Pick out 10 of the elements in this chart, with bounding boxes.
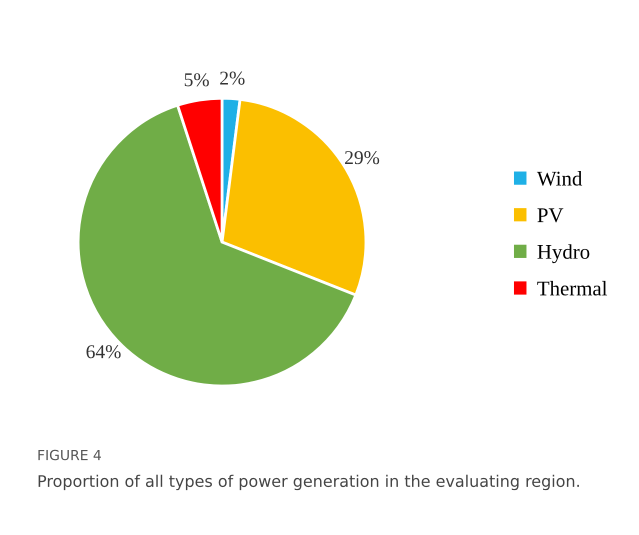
legend-label: Thermal [537, 280, 608, 296]
legend-label: PV [537, 208, 564, 222]
legend-label: Wind [536, 171, 582, 186]
data-label: 2% [220, 72, 245, 85]
data-label: 5% [184, 73, 209, 86]
data-label: 29% [345, 151, 380, 164]
data-label: 64% [86, 345, 121, 358]
legend-label: Hydro [537, 244, 590, 264]
text: Proportion of all types of power generation in the evaluating region. [38, 474, 579, 490]
caption: FIGURE 4 [38, 450, 101, 460]
